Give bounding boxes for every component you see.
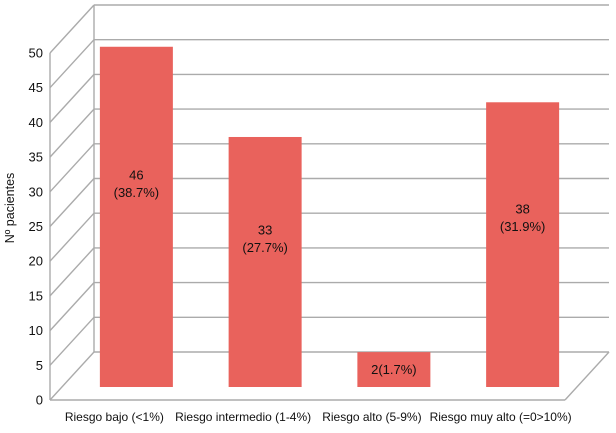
gridline-depth: [49, 316, 95, 366]
y-tick-label: 15: [29, 288, 43, 303]
y-tick-label: 10: [29, 323, 43, 338]
bar-percent-label: (31.9%): [500, 219, 546, 234]
y-tick-label: 35: [29, 150, 43, 165]
y-tick-label: 40: [29, 115, 43, 130]
y-axis-title: Nº pacientes: [3, 173, 17, 244]
x-category-label: Riesgo bajo (<1%): [65, 410, 164, 424]
y-tick-label: 45: [29, 80, 43, 95]
gridline-depth: [49, 212, 95, 262]
gridline-depth: [49, 247, 95, 297]
bar-percent-label: (38.7%): [114, 185, 160, 200]
gridline-depth: [49, 282, 95, 332]
bar-3: [486, 102, 560, 387]
bar-value-label: 33: [258, 222, 272, 237]
bar-value-label: 46: [129, 167, 143, 182]
y-tick-label: 25: [29, 219, 43, 234]
x-category-label: Riesgo muy alto (=0>10%): [430, 410, 572, 424]
gridline-depth: [49, 39, 95, 89]
gridline-depth: [49, 178, 95, 227]
floor-right-edge: [564, 351, 610, 401]
gridline-depth: [49, 351, 95, 401]
gridline-depth: [49, 108, 95, 158]
bar-2: [357, 352, 431, 387]
bar-value-label: 2(1.7%): [371, 362, 417, 377]
gridline-depth: [49, 143, 95, 193]
gridline-depth: [49, 4, 95, 54]
bar-0: [99, 46, 173, 387]
y-tick-label: 0: [36, 393, 43, 408]
bar-1: [228, 136, 302, 387]
y-tick-label: 30: [29, 184, 43, 199]
y-tick-label: 50: [29, 46, 43, 61]
y-tick-label: 20: [29, 254, 43, 269]
bar-value-label: 38: [515, 201, 529, 216]
gridline-depth: [49, 73, 95, 123]
x-category-label: Riesgo alto (5-9%): [322, 410, 421, 424]
y-tick-label: 5: [36, 358, 43, 373]
bar-percent-label: (27.7%): [242, 240, 288, 255]
x-category-label: Riesgo intermedio (1-4%): [175, 410, 311, 424]
